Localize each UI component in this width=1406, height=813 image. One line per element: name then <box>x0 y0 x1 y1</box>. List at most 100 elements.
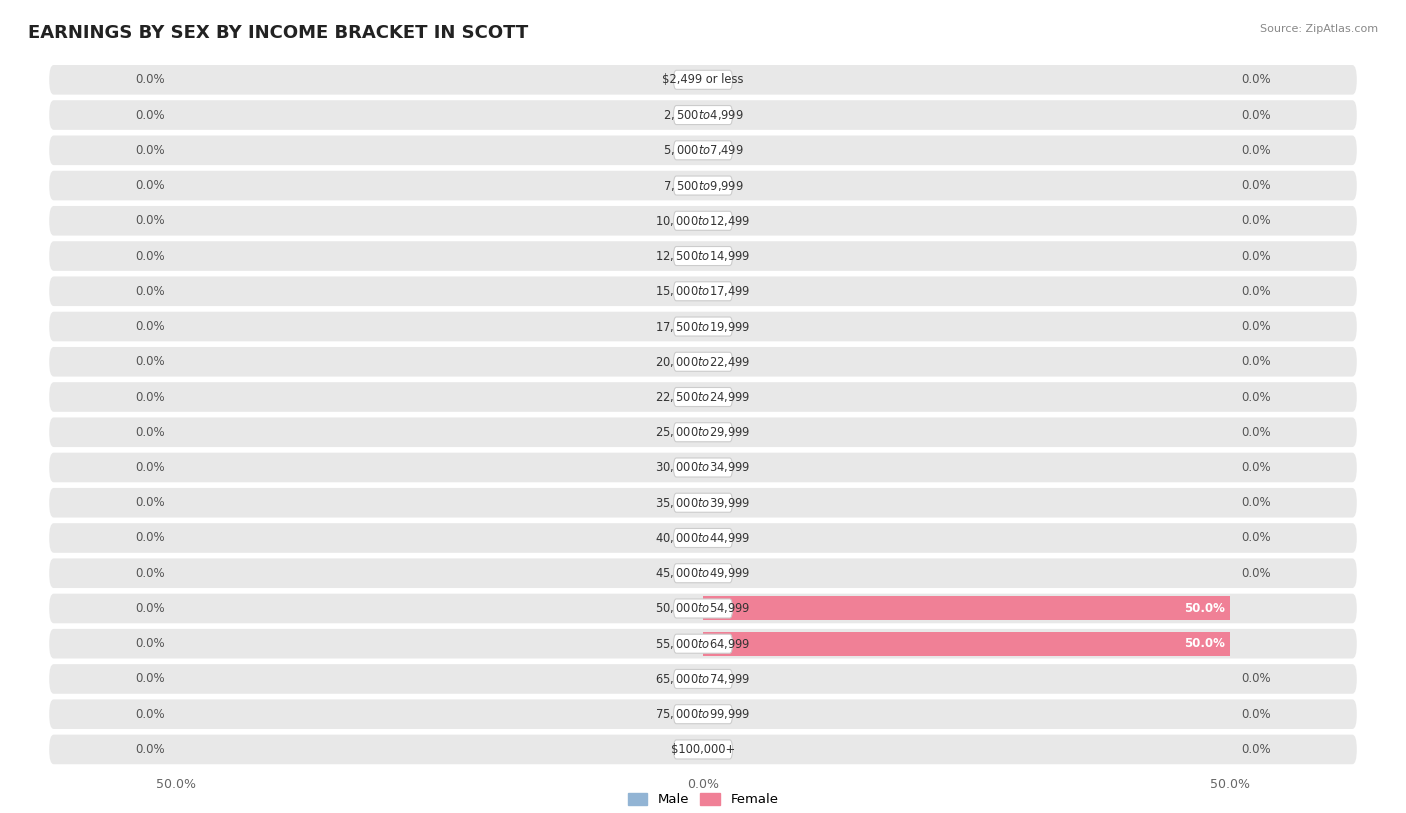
Text: 0.0%: 0.0% <box>1241 250 1271 263</box>
Text: $5,000 to $7,499: $5,000 to $7,499 <box>662 143 744 157</box>
FancyBboxPatch shape <box>673 317 733 336</box>
FancyBboxPatch shape <box>673 176 733 195</box>
Text: $7,500 to $9,999: $7,500 to $9,999 <box>662 179 744 193</box>
Text: 0.0%: 0.0% <box>135 215 166 228</box>
FancyBboxPatch shape <box>673 211 733 230</box>
FancyBboxPatch shape <box>49 699 1357 729</box>
Text: $75,000 to $99,999: $75,000 to $99,999 <box>655 707 751 721</box>
Text: 0.0%: 0.0% <box>1241 355 1271 368</box>
Text: 0.0%: 0.0% <box>135 426 166 439</box>
Text: EARNINGS BY SEX BY INCOME BRACKET IN SCOTT: EARNINGS BY SEX BY INCOME BRACKET IN SCO… <box>28 24 529 42</box>
Text: 0.0%: 0.0% <box>135 672 166 685</box>
Text: 0.0%: 0.0% <box>1241 461 1271 474</box>
Text: 0.0%: 0.0% <box>1241 743 1271 756</box>
FancyBboxPatch shape <box>673 528 733 547</box>
Text: 0.0%: 0.0% <box>1241 320 1271 333</box>
Text: $22,500 to $24,999: $22,500 to $24,999 <box>655 390 751 404</box>
FancyBboxPatch shape <box>49 453 1357 482</box>
Text: $65,000 to $74,999: $65,000 to $74,999 <box>655 672 751 686</box>
FancyBboxPatch shape <box>673 423 733 441</box>
Text: 50.0%: 50.0% <box>1184 637 1225 650</box>
Text: $20,000 to $22,499: $20,000 to $22,499 <box>655 354 751 369</box>
FancyBboxPatch shape <box>49 65 1357 94</box>
FancyBboxPatch shape <box>673 563 733 583</box>
Text: 0.0%: 0.0% <box>1241 567 1271 580</box>
FancyBboxPatch shape <box>673 352 733 372</box>
Text: $50,000 to $54,999: $50,000 to $54,999 <box>655 602 751 615</box>
Text: 0.0%: 0.0% <box>1241 390 1271 403</box>
Text: 0.0%: 0.0% <box>1241 179 1271 192</box>
Text: 0.0%: 0.0% <box>135 109 166 122</box>
Text: $17,500 to $19,999: $17,500 to $19,999 <box>655 320 751 333</box>
FancyBboxPatch shape <box>673 282 733 301</box>
Text: $100,000+: $100,000+ <box>671 743 735 756</box>
Text: $30,000 to $34,999: $30,000 to $34,999 <box>655 460 751 475</box>
FancyBboxPatch shape <box>673 246 733 266</box>
FancyBboxPatch shape <box>49 311 1357 341</box>
FancyBboxPatch shape <box>49 136 1357 165</box>
Text: $2,500 to $4,999: $2,500 to $4,999 <box>662 108 744 122</box>
Text: $15,000 to $17,499: $15,000 to $17,499 <box>655 285 751 298</box>
Text: $2,499 or less: $2,499 or less <box>662 73 744 86</box>
Text: 0.0%: 0.0% <box>135 390 166 403</box>
Text: 0.0%: 0.0% <box>135 496 166 509</box>
FancyBboxPatch shape <box>49 593 1357 624</box>
Text: $45,000 to $49,999: $45,000 to $49,999 <box>655 566 751 580</box>
Text: 0.0%: 0.0% <box>1241 672 1271 685</box>
FancyBboxPatch shape <box>49 382 1357 412</box>
FancyBboxPatch shape <box>49 524 1357 553</box>
Text: 0.0%: 0.0% <box>1241 426 1271 439</box>
Text: 0.0%: 0.0% <box>135 707 166 720</box>
Text: $12,500 to $14,999: $12,500 to $14,999 <box>655 249 751 263</box>
FancyBboxPatch shape <box>49 171 1357 200</box>
FancyBboxPatch shape <box>673 106 733 124</box>
Text: $25,000 to $29,999: $25,000 to $29,999 <box>655 425 751 439</box>
FancyBboxPatch shape <box>49 559 1357 588</box>
FancyBboxPatch shape <box>673 458 733 477</box>
Text: 0.0%: 0.0% <box>135 320 166 333</box>
Text: 0.0%: 0.0% <box>1241 532 1271 545</box>
Text: 0.0%: 0.0% <box>1241 285 1271 298</box>
Text: 0.0%: 0.0% <box>135 73 166 86</box>
Text: $55,000 to $64,999: $55,000 to $64,999 <box>655 637 751 650</box>
Text: $10,000 to $12,499: $10,000 to $12,499 <box>655 214 751 228</box>
Text: 0.0%: 0.0% <box>135 179 166 192</box>
FancyBboxPatch shape <box>673 740 733 759</box>
Text: 0.0%: 0.0% <box>135 602 166 615</box>
FancyBboxPatch shape <box>673 599 733 618</box>
Legend: Male, Female: Male, Female <box>623 788 783 811</box>
Text: 0.0%: 0.0% <box>135 250 166 263</box>
FancyBboxPatch shape <box>673 705 733 724</box>
Text: Source: ZipAtlas.com: Source: ZipAtlas.com <box>1260 24 1378 34</box>
Text: 0.0%: 0.0% <box>1241 109 1271 122</box>
FancyBboxPatch shape <box>49 664 1357 693</box>
Bar <box>703 597 1230 620</box>
Text: 0.0%: 0.0% <box>135 532 166 545</box>
FancyBboxPatch shape <box>673 669 733 689</box>
FancyBboxPatch shape <box>673 70 733 89</box>
Text: 0.0%: 0.0% <box>1241 144 1271 157</box>
FancyBboxPatch shape <box>673 634 733 653</box>
Text: 0.0%: 0.0% <box>135 355 166 368</box>
FancyBboxPatch shape <box>49 100 1357 130</box>
FancyBboxPatch shape <box>49 488 1357 518</box>
Text: 0.0%: 0.0% <box>135 461 166 474</box>
Text: $35,000 to $39,999: $35,000 to $39,999 <box>655 496 751 510</box>
FancyBboxPatch shape <box>49 276 1357 306</box>
Text: 0.0%: 0.0% <box>1241 215 1271 228</box>
FancyBboxPatch shape <box>49 206 1357 236</box>
FancyBboxPatch shape <box>49 417 1357 447</box>
Text: 0.0%: 0.0% <box>135 567 166 580</box>
Text: 0.0%: 0.0% <box>135 743 166 756</box>
Bar <box>703 632 1230 656</box>
FancyBboxPatch shape <box>49 347 1357 376</box>
FancyBboxPatch shape <box>49 735 1357 764</box>
Text: 0.0%: 0.0% <box>1241 707 1271 720</box>
FancyBboxPatch shape <box>673 493 733 512</box>
FancyBboxPatch shape <box>673 388 733 406</box>
Text: 0.0%: 0.0% <box>135 637 166 650</box>
Text: 50.0%: 50.0% <box>1184 602 1225 615</box>
Text: 0.0%: 0.0% <box>1241 496 1271 509</box>
Text: 0.0%: 0.0% <box>135 285 166 298</box>
FancyBboxPatch shape <box>673 141 733 160</box>
